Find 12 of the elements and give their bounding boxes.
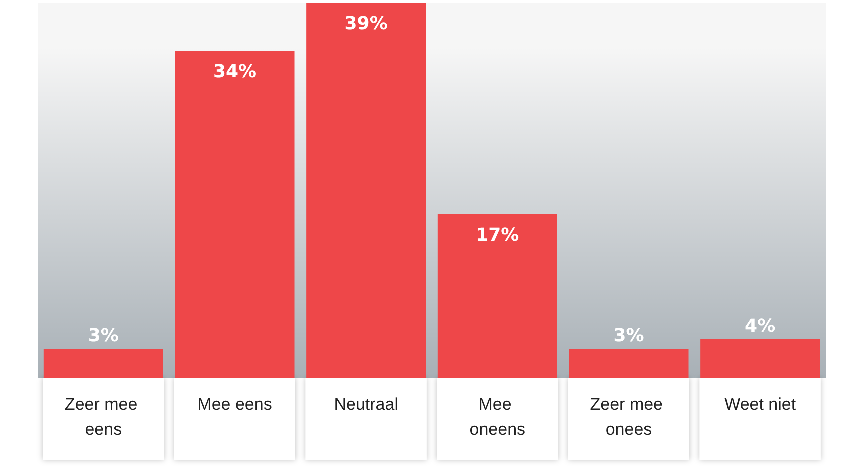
x-tick-label: Mee oneens bbox=[470, 395, 526, 439]
x-tick-label: Zeer mee onees bbox=[590, 395, 668, 439]
data-label: 3% bbox=[614, 326, 644, 347]
data-label: 39% bbox=[344, 14, 388, 34]
x-tick-label: Mee eens bbox=[198, 395, 272, 414]
x-tick-label: Zeer mee eens bbox=[64, 395, 142, 439]
data-label: 17% bbox=[476, 225, 520, 246]
data-label: 34% bbox=[213, 62, 257, 83]
data-label: 3% bbox=[88, 326, 119, 347]
x-tick-label: Neutraal bbox=[334, 395, 398, 414]
data-label: 4% bbox=[745, 316, 776, 338]
x-tick-label: Weet niet bbox=[724, 395, 796, 414]
